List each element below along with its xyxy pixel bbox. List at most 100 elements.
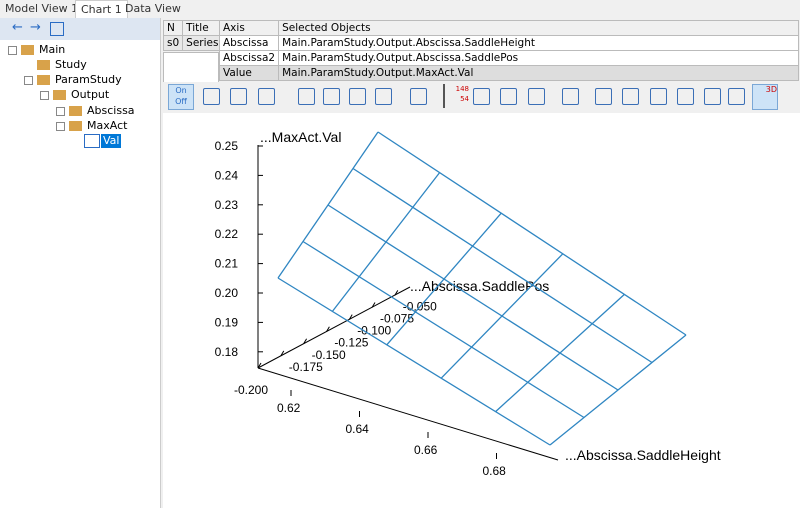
y-tick-label: -0.175: [289, 360, 323, 374]
surface-mesh-line: [327, 204, 619, 391]
toolbar-button[interactable]: [323, 88, 340, 105]
y-tick: [371, 302, 376, 308]
toolbar-button[interactable]: [622, 88, 639, 105]
cell[interactable]: s0: [162, 35, 184, 51]
x-tick-label: 0.66: [414, 443, 438, 457]
tree-leaf-icon: [84, 134, 100, 148]
y-axis: [257, 286, 411, 369]
tree-folder-icon: [69, 121, 82, 131]
toolbar-button[interactable]: [728, 88, 745, 105]
y-tick: [280, 350, 285, 357]
z-tick-label: 0.18: [215, 345, 239, 359]
z-axis-label: ...MaxAct.Val: [260, 129, 341, 145]
toolbar-button[interactable]: [230, 88, 247, 105]
sort-button[interactable]: [50, 22, 64, 36]
model-tree-panel: ← →: [0, 18, 161, 508]
chart-background: [163, 113, 800, 508]
off-label: Off: [175, 97, 187, 106]
cell[interactable]: Abscissa2: [218, 50, 280, 66]
cell[interactable]: Value: [218, 65, 280, 81]
tab[interactable]: Data View: [125, 2, 181, 15]
expander[interactable]: [56, 122, 65, 131]
x-tick-label: 0.68: [483, 464, 507, 478]
y-tick-label: -0.125: [334, 336, 368, 350]
cell[interactable]: Series0: [182, 35, 230, 51]
z-tick-label: 0.19: [215, 315, 239, 329]
x-axis: [257, 367, 559, 461]
tree-item[interactable]: Abscissa: [87, 104, 135, 117]
back-button[interactable]: ←: [12, 20, 23, 35]
toolbar-button[interactable]: [298, 88, 315, 105]
tree-folder-icon: [69, 106, 82, 116]
tree-item[interactable]: MaxAct: [87, 119, 128, 132]
y-tick: [348, 314, 353, 320]
toolbar-button[interactable]: [473, 88, 490, 105]
count-top: 148: [455, 85, 469, 93]
toolbar-button[interactable]: [203, 88, 220, 105]
cell[interactable]: Main.ParamStudy.Output.Abscissa.SaddlePo…: [278, 50, 799, 66]
z-tick-label: 0.21: [215, 257, 239, 271]
toolbar-button[interactable]: [410, 88, 427, 105]
toolbar-button[interactable]: [528, 88, 545, 105]
3d-label: 3D: [765, 85, 777, 94]
expander[interactable]: [40, 91, 49, 100]
y-tick: [394, 290, 399, 296]
z-tick-label: 0.20: [215, 286, 239, 300]
cell[interactable]: Abscissa: [218, 35, 280, 51]
z-tick-label: 0.25: [215, 139, 239, 153]
z-tick-label: 0.22: [215, 227, 239, 241]
tree-item[interactable]: ParamStudy: [55, 73, 122, 86]
expander[interactable]: [8, 46, 17, 55]
data-count-button[interactable]: 148 54: [443, 84, 469, 108]
cell[interactable]: Main.ParamStudy.Output.Abscissa.SaddleHe…: [278, 35, 799, 51]
3d-button[interactable]: 3D: [752, 84, 778, 110]
y-tick: [303, 338, 308, 345]
tree-item[interactable]: Study: [55, 58, 87, 71]
toolbar-button[interactable]: [258, 88, 275, 105]
y-axis-label: ...Abscissa.SaddlePos: [410, 278, 549, 294]
header-cell: Selected Objects: [278, 20, 799, 36]
x-axis-label: ...Abscissa.SaddleHeight: [565, 447, 721, 463]
toolbar-button[interactable]: [349, 88, 366, 105]
surface-mesh-line: [302, 240, 585, 419]
forward-button[interactable]: →: [30, 20, 41, 35]
x-tick-label: 0.62: [277, 401, 301, 415]
x-tick-label: 0.64: [346, 422, 370, 436]
z-tick-label: 0.23: [215, 198, 239, 212]
toolbar-button[interactable]: [677, 88, 694, 105]
y-tick-label: -0.150: [312, 348, 346, 362]
count-bottom: 54: [460, 95, 469, 103]
series-table: N Title s0 Series0: [162, 20, 230, 51]
header-cell: Axis: [218, 20, 280, 36]
cell[interactable]: Main.ParamStudy.Output.MaxAct.Val: [278, 65, 799, 81]
tree-item[interactable]: Main: [39, 43, 66, 56]
expander[interactable]: [56, 107, 65, 116]
toolbar-button[interactable]: [704, 88, 721, 105]
axis-table: Axis Selected Objects Abscissa Main.ParamS…: [218, 20, 799, 81]
tree-item[interactable]: Output: [71, 88, 110, 101]
on-off-button[interactable]: On Off: [168, 84, 194, 110]
toolbar-button[interactable]: [595, 88, 612, 105]
tree-folder-icon: [37, 60, 50, 70]
toolbar-button[interactable]: [650, 88, 667, 105]
series-table-blank: [163, 52, 219, 84]
tab[interactable]: Chart 1: [75, 0, 128, 18]
toolbar-button[interactable]: [500, 88, 517, 105]
surface-mesh-line: [377, 131, 687, 336]
y-tick-label: -0.200: [234, 383, 268, 397]
header-cell: N: [162, 20, 184, 36]
expander[interactable]: [24, 76, 33, 85]
tree-toolbar: ← →: [0, 18, 160, 40]
tree-folder-icon: [21, 45, 34, 55]
tab[interactable]: Model View 1: [5, 2, 79, 15]
toolbar-button[interactable]: [375, 88, 392, 105]
y-tick: [257, 362, 262, 369]
chart: ...MaxAct.Val ...Abscissa.SaddlePos ...Abs…: [163, 113, 800, 508]
tree-folder-icon: [53, 90, 66, 100]
y-tick-label: -0.100: [357, 324, 391, 338]
tree-item[interactable]: Val: [101, 134, 122, 148]
z-tick-label: 0.24: [215, 168, 239, 182]
toolbar-button[interactable]: [562, 88, 579, 105]
tree-folder-icon: [37, 75, 50, 85]
